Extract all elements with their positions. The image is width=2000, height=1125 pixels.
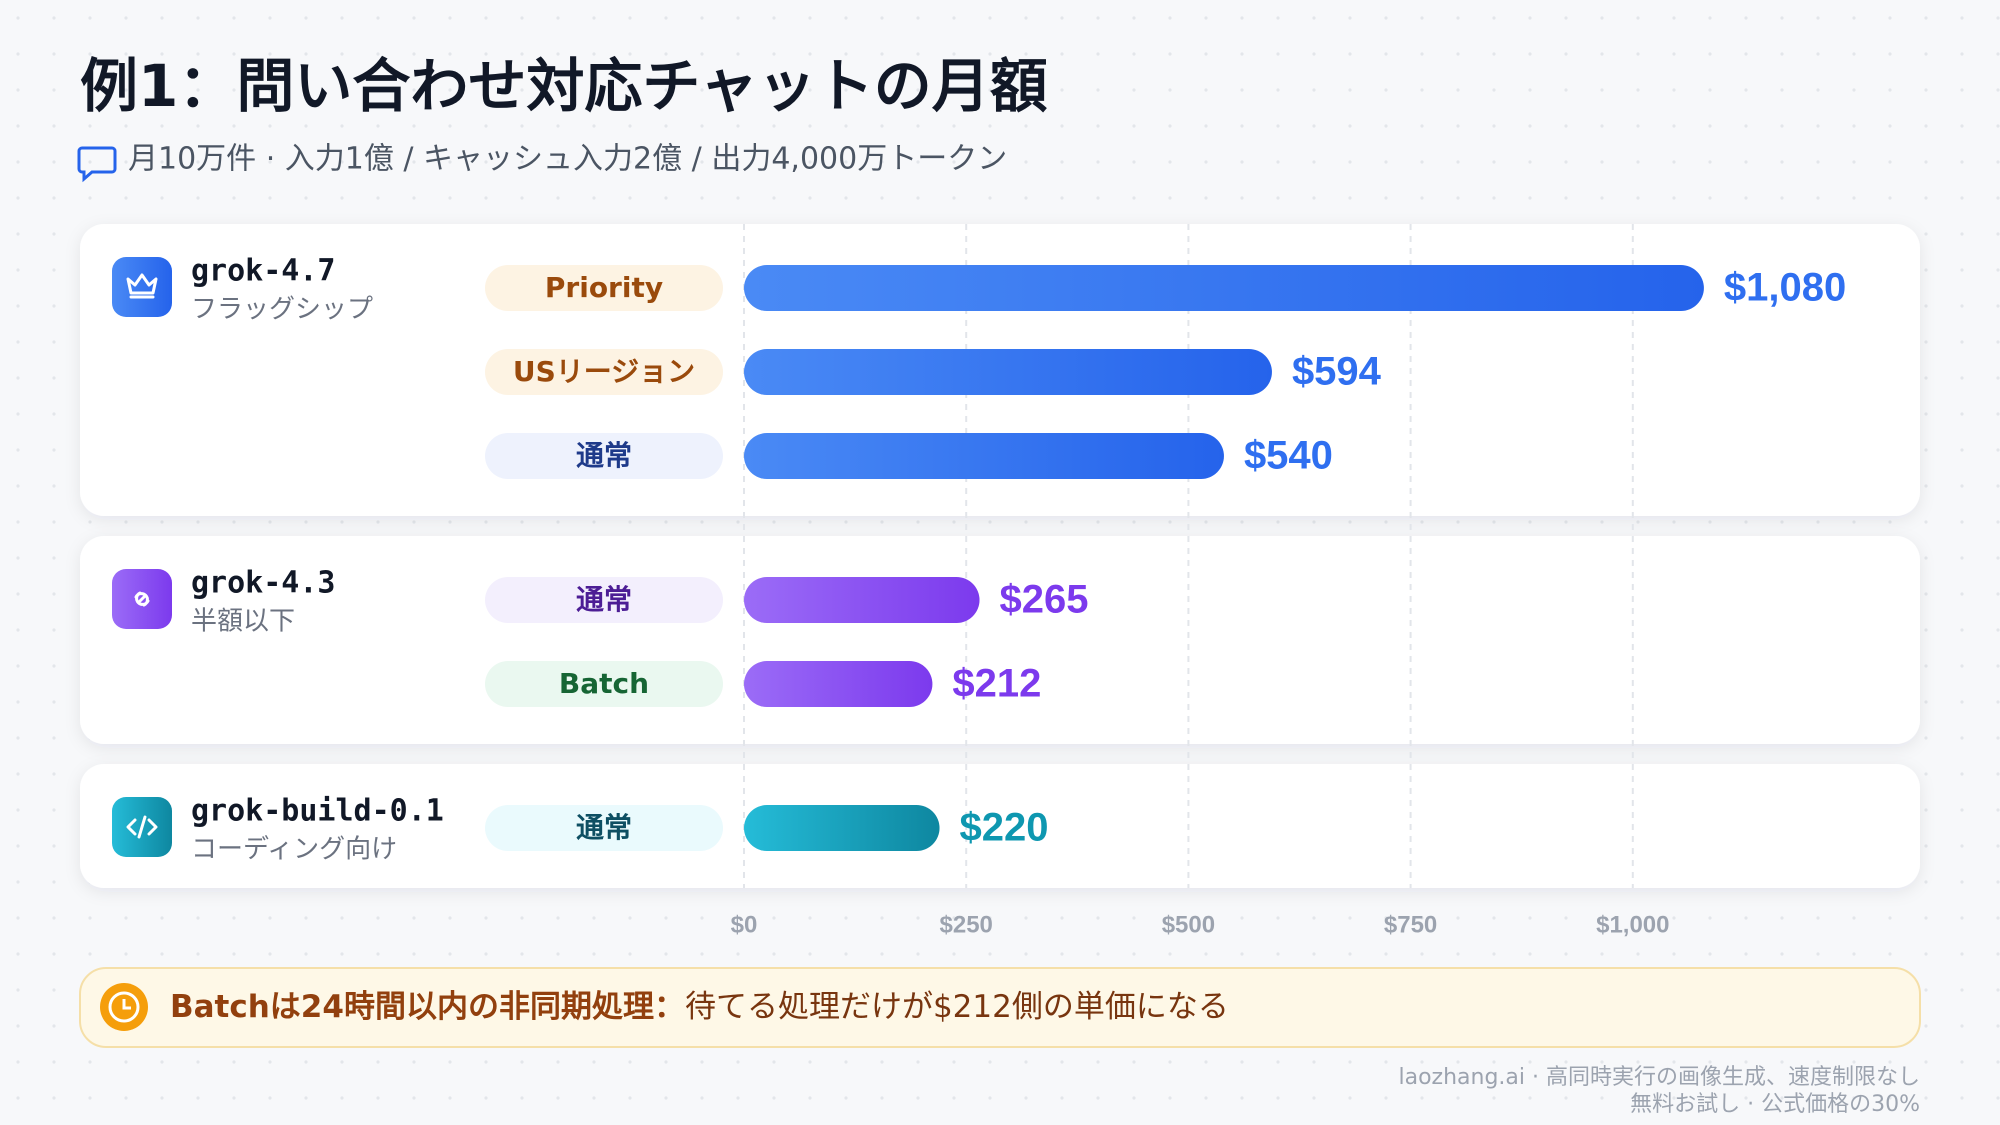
value-label: $594: [1292, 350, 1382, 394]
category-pill: [485, 577, 723, 623]
value-label: $212: [952, 662, 1041, 706]
footer-line: 無料お試し · 公式価格の30%: [1630, 1092, 1920, 1117]
x-tick-label: $0: [731, 911, 758, 938]
model-card: [80, 536, 1920, 744]
category-label: Priority: [545, 271, 663, 304]
model-name: grok-4.7: [191, 254, 336, 289]
category-label: Batch: [559, 667, 649, 700]
bar: [744, 433, 1224, 479]
category-pill: [485, 433, 723, 479]
model-icon-glyph: [126, 815, 158, 839]
clock-hands: [122, 999, 131, 1010]
chart-title: 例1：問い合わせ対応チャットの月額: [80, 52, 1048, 120]
bar: [744, 661, 933, 707]
value-label: $220: [960, 806, 1049, 850]
model-icon-glyph: [134, 591, 150, 607]
x-tick-label: $1,000: [1596, 911, 1669, 938]
x-tick-label: $250: [940, 911, 993, 938]
category-pill: [485, 265, 723, 311]
value-label: $540: [1244, 434, 1333, 478]
note-text: 待てる処理だけが$212側の単価になる: [685, 989, 1229, 1025]
note: Batchは24時間以内の非同期処理：待てる処理だけが$212側の単価になる: [170, 989, 1229, 1025]
model-name: grok-build-0.1: [191, 794, 444, 829]
footer-line: laozhang.ai · 高同時実行の画像生成、速度制限なし: [1398, 1065, 1920, 1090]
category-label: 通常: [576, 811, 632, 844]
value-label: $265: [1000, 578, 1089, 622]
x-tick-label: $750: [1384, 911, 1437, 938]
bar: [744, 805, 940, 851]
model-icon-glyph: [126, 273, 158, 299]
chart-subtitle: 月10万件 · 入力1億 / キャッシュ入力2億 / 出力4,000万トークン: [128, 142, 1007, 177]
model-icon: [112, 257, 172, 317]
chat-icon: [77, 146, 117, 183]
model-card: [80, 764, 1920, 888]
category-label: 通常: [576, 439, 632, 472]
model-subtitle: コーディング向け: [191, 835, 397, 865]
model-subtitle: 半額以下: [191, 607, 295, 637]
value-label: $1,080: [1724, 266, 1846, 310]
category-label: 通常: [576, 583, 632, 616]
bar: [744, 265, 1704, 311]
category-label: USリージョン: [513, 355, 695, 388]
model-name: grok-4.3: [191, 566, 336, 601]
bar: [744, 577, 980, 623]
clock-face: [108, 991, 140, 1023]
x-tick-label: $500: [1162, 911, 1215, 938]
category-pill: [485, 661, 723, 707]
note-box: [79, 967, 1921, 1048]
category-pill: [485, 349, 723, 395]
note-title: Batchは24時間以内の非同期処理：: [170, 989, 685, 1025]
model-subtitle: フラッグシップ: [191, 295, 373, 325]
category-pill: [485, 805, 723, 851]
bar: [744, 349, 1272, 395]
